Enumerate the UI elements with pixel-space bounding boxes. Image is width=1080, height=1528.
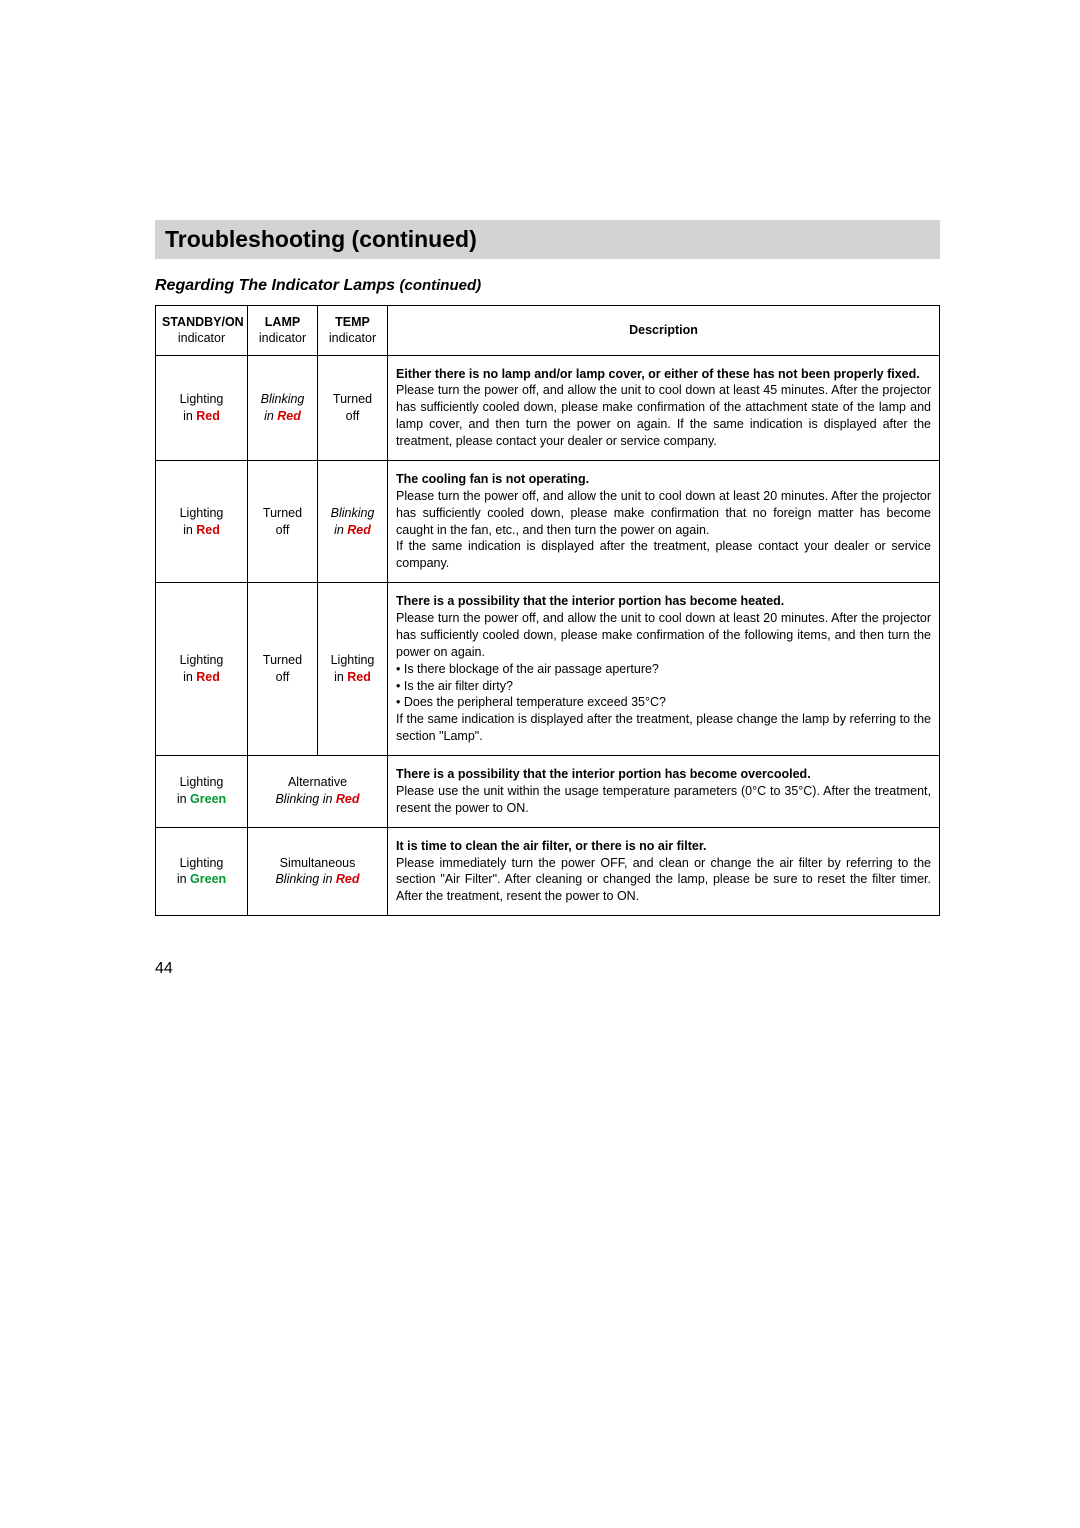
indicator-state: Turned bbox=[263, 506, 302, 520]
indicator-state: Turned bbox=[333, 392, 372, 406]
temp-indicator: Blinking in Red bbox=[318, 460, 388, 582]
indicator-state: Blinking bbox=[331, 506, 375, 520]
indicator-state: Alternative bbox=[288, 775, 347, 789]
indicator-color: Red bbox=[196, 523, 220, 537]
subsection-title: Regarding The Indicator Lamps (continued… bbox=[155, 277, 940, 295]
indicator-state: Turned bbox=[263, 653, 302, 667]
standby-indicator: Lighting in Red bbox=[156, 460, 248, 582]
indicator-state: Blinking bbox=[261, 392, 305, 406]
description-cell: The cooling fan is not operating. Please… bbox=[388, 460, 940, 582]
description-cell: There is a possibility that the interior… bbox=[388, 756, 940, 828]
indicator-state: Lighting bbox=[331, 653, 375, 667]
table-row: Lighting in Red Turned off Lighting in R… bbox=[156, 583, 940, 756]
header-subtext: indicator bbox=[259, 331, 306, 345]
header-description: Description bbox=[388, 306, 940, 356]
indicator-prefix: in bbox=[264, 409, 277, 423]
header-text: LAMP bbox=[265, 315, 300, 329]
description-body: Please use the unit within the usage tem… bbox=[396, 784, 931, 815]
list-item: Does the peripheral temperature exceed 3… bbox=[396, 694, 931, 711]
description-heading: Either there is no lamp and/or lamp cove… bbox=[396, 367, 920, 381]
indicator-color: Red bbox=[277, 409, 301, 423]
indicator-state: Lighting bbox=[180, 653, 224, 667]
indicator-prefix: in bbox=[177, 792, 190, 806]
indicator-state: Lighting bbox=[180, 392, 224, 406]
header-subtext: indicator bbox=[178, 331, 225, 345]
indicator-color: Red bbox=[347, 670, 371, 684]
indicator-prefix: in bbox=[334, 523, 347, 537]
indicator-color: Green bbox=[190, 792, 226, 806]
table-row: Lighting in Green Simultaneous Blinking … bbox=[156, 827, 940, 916]
description-body: If the same indication is displayed afte… bbox=[396, 539, 931, 570]
lamp-indicator: Turned off bbox=[248, 583, 318, 756]
indicator-lamps-table: STANDBY/ON indicator LAMP indicator TEMP… bbox=[155, 305, 940, 916]
indicator-prefix: Blinking in bbox=[275, 872, 335, 886]
indicator-prefix: Blinking in bbox=[275, 792, 335, 806]
indicator-color: Red bbox=[196, 409, 220, 423]
indicator-prefix: in bbox=[183, 523, 196, 537]
list-item: Is the air filter dirty? bbox=[396, 678, 931, 695]
lamp-indicator: Turned off bbox=[248, 460, 318, 582]
description-heading: It is time to clean the air filter, or t… bbox=[396, 839, 707, 853]
description-heading: There is a possibility that the interior… bbox=[396, 767, 811, 781]
indicator-off: off bbox=[276, 670, 290, 684]
description-heading: The cooling fan is not operating. bbox=[396, 472, 589, 486]
description-heading: There is a possibility that the interior… bbox=[396, 594, 784, 608]
indicator-color: Red bbox=[336, 872, 360, 886]
indicator-color: Red bbox=[336, 792, 360, 806]
section-title: Troubleshooting (continued) bbox=[155, 220, 940, 259]
list-item: Is there blockage of the air passage ape… bbox=[396, 661, 931, 678]
description-body: Please turn the power off, and allow the… bbox=[396, 489, 931, 537]
description-body: Please turn the power off, and allow the… bbox=[396, 611, 931, 659]
indicator-prefix: in bbox=[183, 409, 196, 423]
indicator-off: off bbox=[276, 523, 290, 537]
temp-indicator: Lighting in Red bbox=[318, 583, 388, 756]
lamp-indicator: Blinking in Red bbox=[248, 355, 318, 460]
indicator-prefix: in bbox=[177, 872, 190, 886]
lamp-temp-combined: Simultaneous Blinking in Red bbox=[248, 827, 388, 916]
standby-indicator: Lighting in Red bbox=[156, 583, 248, 756]
table-row: Lighting in Red Blinking in Red Turned o… bbox=[156, 355, 940, 460]
description-body: Please turn the power off, and allow the… bbox=[396, 383, 931, 448]
indicator-color: Red bbox=[347, 523, 371, 537]
description-cell: Either there is no lamp and/or lamp cove… bbox=[388, 355, 940, 460]
description-cell: There is a possibility that the interior… bbox=[388, 583, 940, 756]
table-row: Lighting in Green Alternative Blinking i… bbox=[156, 756, 940, 828]
temp-indicator: Turned off bbox=[318, 355, 388, 460]
header-temp: TEMP indicator bbox=[318, 306, 388, 356]
standby-indicator: Lighting in Green bbox=[156, 827, 248, 916]
description-body: Please immediately turn the power OFF, a… bbox=[396, 856, 931, 904]
table-row: Lighting in Red Turned off Blinking in R… bbox=[156, 460, 940, 582]
header-text: STANDBY/ON bbox=[162, 315, 244, 329]
header-text: TEMP bbox=[335, 315, 370, 329]
description-body: If the same indication is displayed afte… bbox=[396, 712, 931, 743]
subtitle-continued: (continued) bbox=[399, 277, 481, 294]
indicator-off: off bbox=[346, 409, 360, 423]
standby-indicator: Lighting in Red bbox=[156, 355, 248, 460]
table-header-row: STANDBY/ON indicator LAMP indicator TEMP… bbox=[156, 306, 940, 356]
subtitle-text: Regarding The Indicator Lamps bbox=[155, 277, 399, 294]
indicator-state: Lighting bbox=[180, 856, 224, 870]
standby-indicator: Lighting in Green bbox=[156, 756, 248, 828]
indicator-state: Lighting bbox=[180, 506, 224, 520]
description-list: Is there blockage of the air passage ape… bbox=[396, 661, 931, 712]
lamp-temp-combined: Alternative Blinking in Red bbox=[248, 756, 388, 828]
indicator-color: Red bbox=[196, 670, 220, 684]
header-standby: STANDBY/ON indicator bbox=[156, 306, 248, 356]
indicator-prefix: in bbox=[183, 670, 196, 684]
indicator-prefix: in bbox=[334, 670, 347, 684]
page-number: 44 bbox=[155, 960, 940, 978]
header-lamp: LAMP indicator bbox=[248, 306, 318, 356]
indicator-state: Lighting bbox=[180, 775, 224, 789]
indicator-state: Simultaneous bbox=[280, 856, 356, 870]
indicator-color: Green bbox=[190, 872, 226, 886]
header-subtext: indicator bbox=[329, 331, 376, 345]
description-cell: It is time to clean the air filter, or t… bbox=[388, 827, 940, 916]
